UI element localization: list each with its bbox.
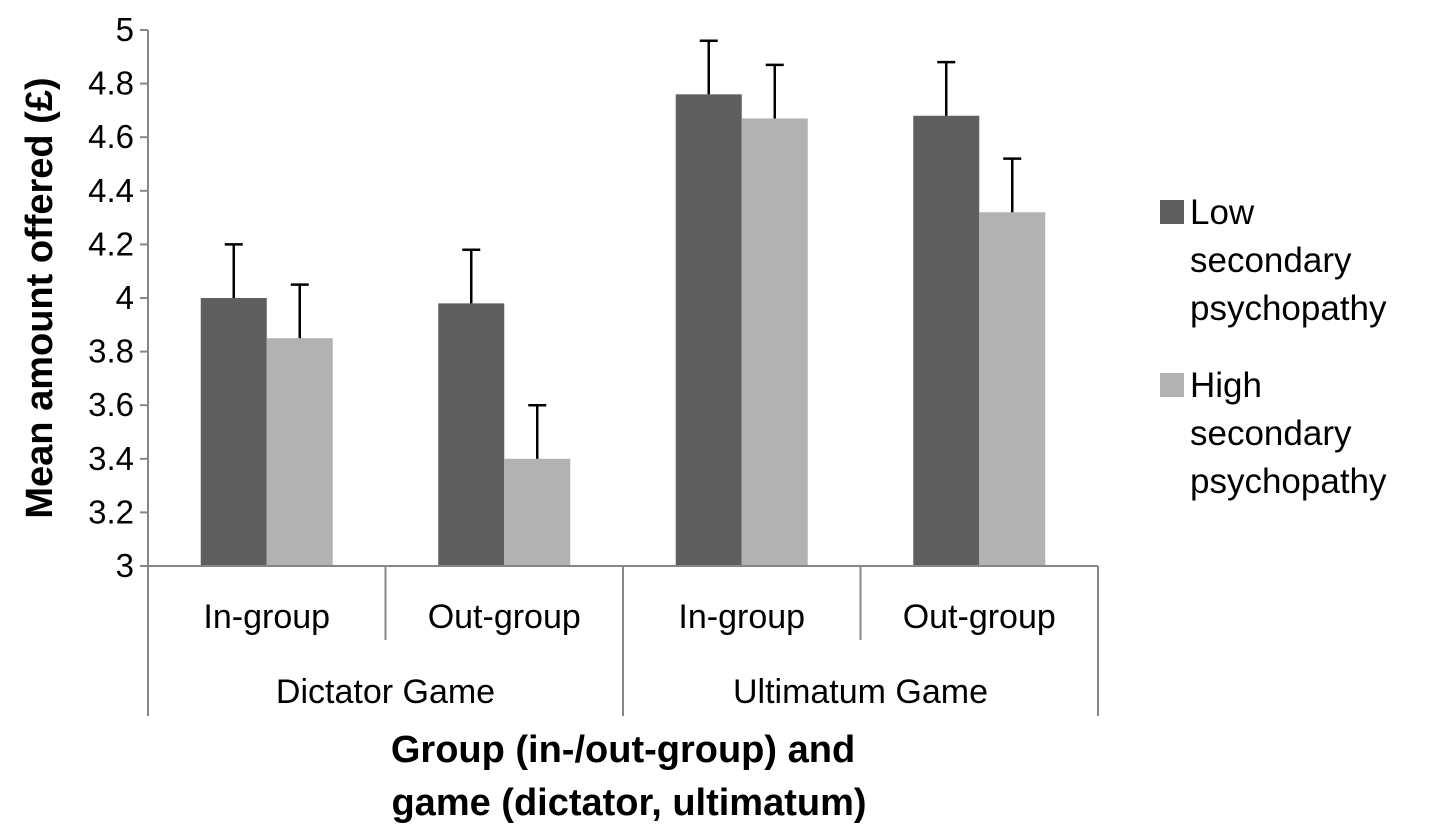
y-tick-label: 4.8 <box>88 65 134 102</box>
error-bars <box>224 39 1022 459</box>
x-category-label: In-group <box>203 598 330 636</box>
legend: Low secondary psychopathy High secondary… <box>1160 193 1387 501</box>
legend-label-high-line-1: High <box>1190 366 1262 405</box>
x-axis-title-line-1: Group (in-/out-group) and <box>391 729 855 771</box>
y-tick-label: 3.6 <box>88 386 134 423</box>
x-axis-title-line-2: game (dictator, ultimatum) <box>391 782 866 824</box>
legend-label-low-line-2: secondary <box>1190 241 1352 280</box>
bar-series-0-cat-1 <box>438 303 505 566</box>
legend-label-high-line-2: secondary <box>1190 414 1352 453</box>
legend-swatch-low <box>1160 200 1184 224</box>
bar-series-1-cat-0 <box>266 338 333 566</box>
bar-series-0-cat-2 <box>675 94 742 566</box>
x-group-label: Ultimatum Game <box>733 673 988 711</box>
y-tick-label: 3.2 <box>88 493 134 530</box>
bar-series-1-cat-3 <box>979 212 1046 567</box>
y-tick-label: 4.2 <box>88 225 134 262</box>
x-category-label: In-group <box>678 598 805 636</box>
y-axis-title: Mean amount offered (£) <box>19 77 61 518</box>
y-tick-label: 5 <box>116 11 134 48</box>
x-group-label: Dictator Game <box>276 673 495 711</box>
axes <box>147 30 1099 716</box>
bar-series-0-cat-0 <box>200 298 267 566</box>
y-tick-label: 4.4 <box>88 172 134 209</box>
bar-series-1-cat-1 <box>504 458 571 566</box>
bar-series-1-cat-2 <box>741 118 808 566</box>
y-tick-label: 4.6 <box>88 118 134 155</box>
x-category-label: Out-group <box>428 598 581 636</box>
legend-swatch-high <box>1160 373 1184 397</box>
legend-label-low-line-1: Low <box>1190 193 1255 232</box>
bar-series-0-cat-3 <box>913 115 980 566</box>
legend-label-high-line-3: psychopathy <box>1190 462 1387 501</box>
legend-label-low-line-3: psychopathy <box>1190 289 1387 328</box>
y-axis-ticks: 3 3.2 3.4 3.6 3.8 4 4.2 4.4 4.6 4.8 5 <box>88 11 148 584</box>
y-tick-label: 4 <box>116 279 134 316</box>
x-category-label: Out-group <box>903 598 1056 636</box>
bars <box>200 94 1046 567</box>
x-axis-labels: In-group Out-group In-group Out-group Dictat… <box>203 598 1055 711</box>
y-tick-label: 3 <box>116 547 134 584</box>
y-tick-label: 3.8 <box>88 333 134 370</box>
y-tick-label: 3.4 <box>88 440 134 477</box>
